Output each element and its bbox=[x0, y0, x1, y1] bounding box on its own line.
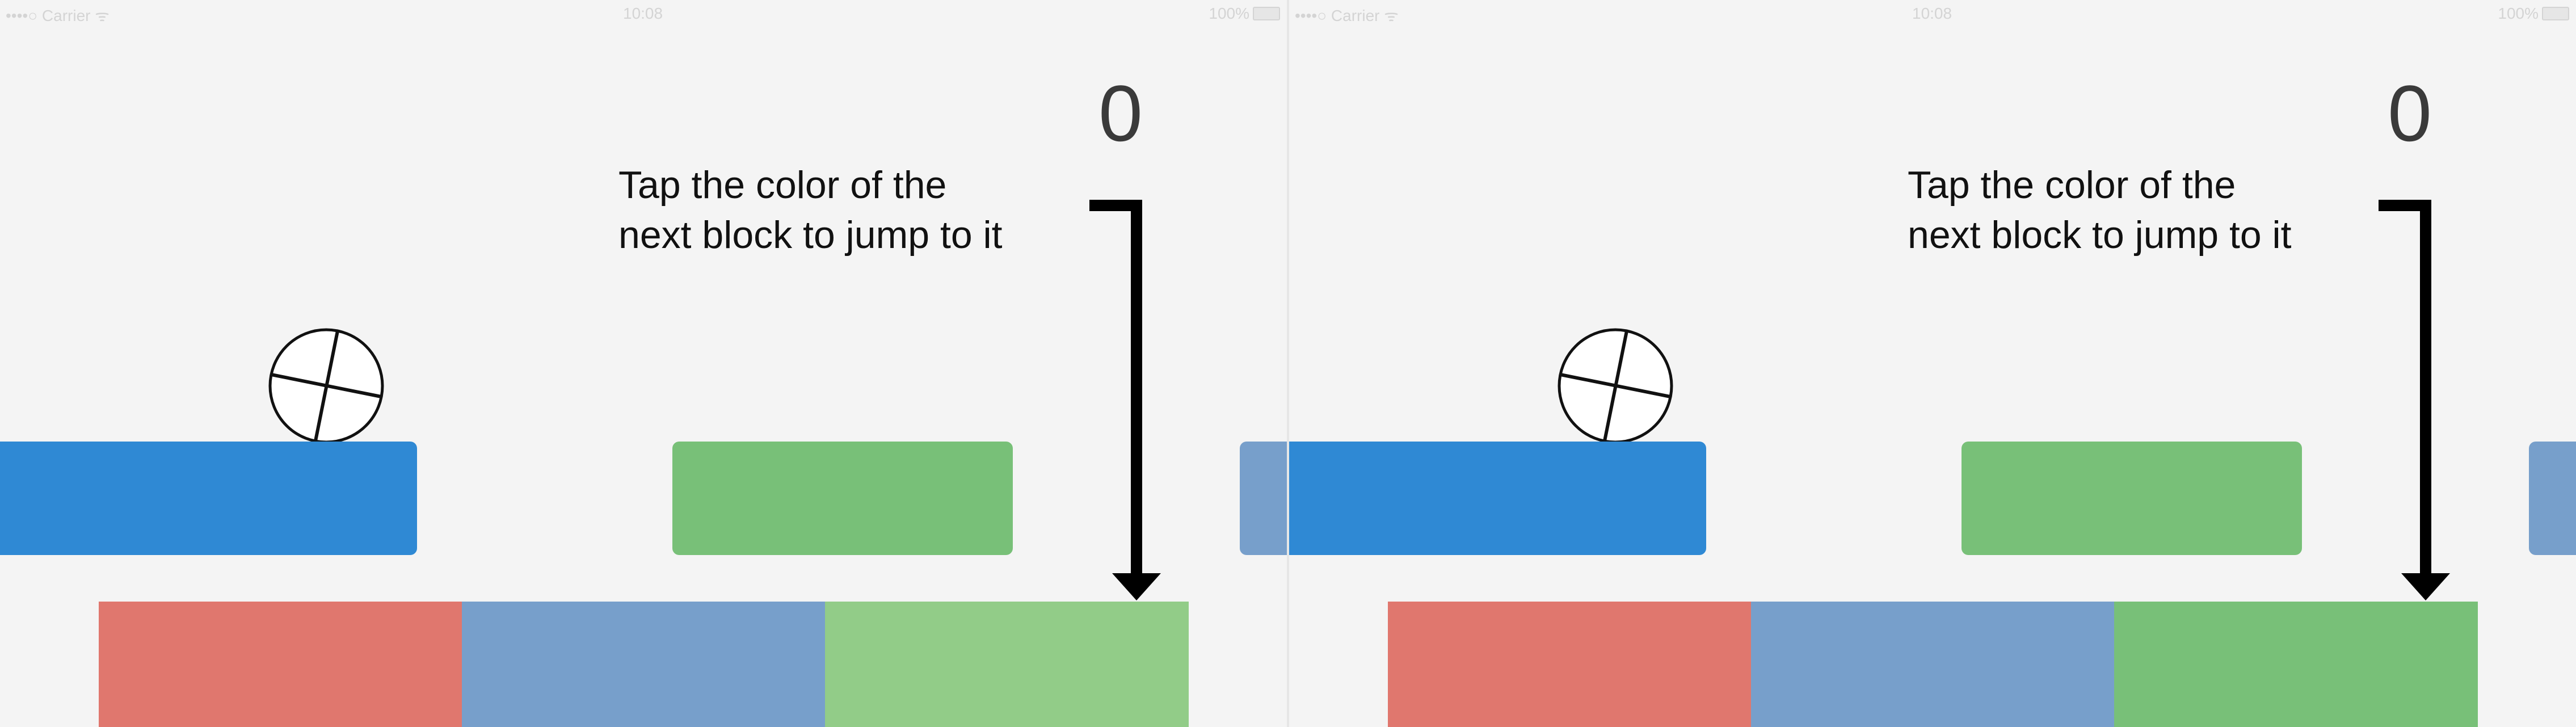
pointer-arrow-icon bbox=[1089, 200, 1161, 600]
instruction-text: Tap the color of the next block to jump … bbox=[618, 160, 1027, 260]
battery-status: 100% bbox=[1209, 5, 1280, 23]
status-bar: ••••○ Carrier ᯤ 10:08 100% bbox=[0, 0, 1287, 27]
screen-divider bbox=[1287, 0, 1289, 727]
carrier-label: ••••○ Carrier ᯤ bbox=[1295, 7, 1399, 24]
color-palette bbox=[99, 602, 1189, 727]
instruction-line-1: Tap the color of the bbox=[1908, 163, 2236, 207]
red-color-button[interactable] bbox=[99, 602, 462, 727]
battery-percent: 100% bbox=[2498, 5, 2539, 22]
score: 0 bbox=[2388, 69, 2432, 158]
green-color-button[interactable] bbox=[2114, 602, 2478, 727]
battery-icon bbox=[1253, 7, 1280, 20]
green-color-button[interactable] bbox=[825, 602, 1189, 727]
instruction-text: Tap the color of the next block to jump … bbox=[1908, 160, 2316, 260]
battery-icon bbox=[2542, 7, 2569, 20]
status-bar: ••••○ Carrier ᯤ 10:08 100% bbox=[1289, 0, 2576, 27]
platform-block-green bbox=[1962, 442, 2302, 555]
game-screen-2: ••••○ Carrier ᯤ 10:08 100% 0 Tap the col… bbox=[1289, 0, 2576, 727]
platform-block-blue bbox=[1289, 442, 1706, 555]
red-color-button[interactable] bbox=[1388, 602, 1751, 727]
platform-block-blue bbox=[0, 442, 417, 555]
pointer-arrow-icon bbox=[2379, 200, 2450, 600]
instruction-line-2: next block to jump to it bbox=[1908, 213, 2292, 257]
status-time: 10:08 bbox=[623, 5, 663, 22]
platform-block-green bbox=[672, 442, 1013, 555]
battery-status: 100% bbox=[2498, 5, 2569, 23]
player-ball bbox=[1558, 328, 1673, 444]
battery-percent: 100% bbox=[1209, 5, 1249, 22]
status-time: 10:08 bbox=[1912, 5, 1952, 22]
instruction-line-2: next block to jump to it bbox=[618, 213, 1003, 257]
color-palette bbox=[1388, 602, 2478, 727]
score: 0 bbox=[1098, 69, 1143, 158]
player-ball bbox=[268, 328, 384, 444]
blue-color-button[interactable] bbox=[1751, 602, 2114, 727]
game-screen-1: ••••○ Carrier ᯤ 10:08 100% 0 Tap the col… bbox=[0, 0, 1287, 727]
blue-color-button[interactable] bbox=[462, 602, 825, 727]
instruction-line-1: Tap the color of the bbox=[618, 163, 947, 207]
carrier-label: ••••○ Carrier ᯤ bbox=[6, 7, 110, 24]
platform-block-edge-right bbox=[1240, 442, 1287, 555]
platform-block-edge-right bbox=[2529, 442, 2576, 555]
